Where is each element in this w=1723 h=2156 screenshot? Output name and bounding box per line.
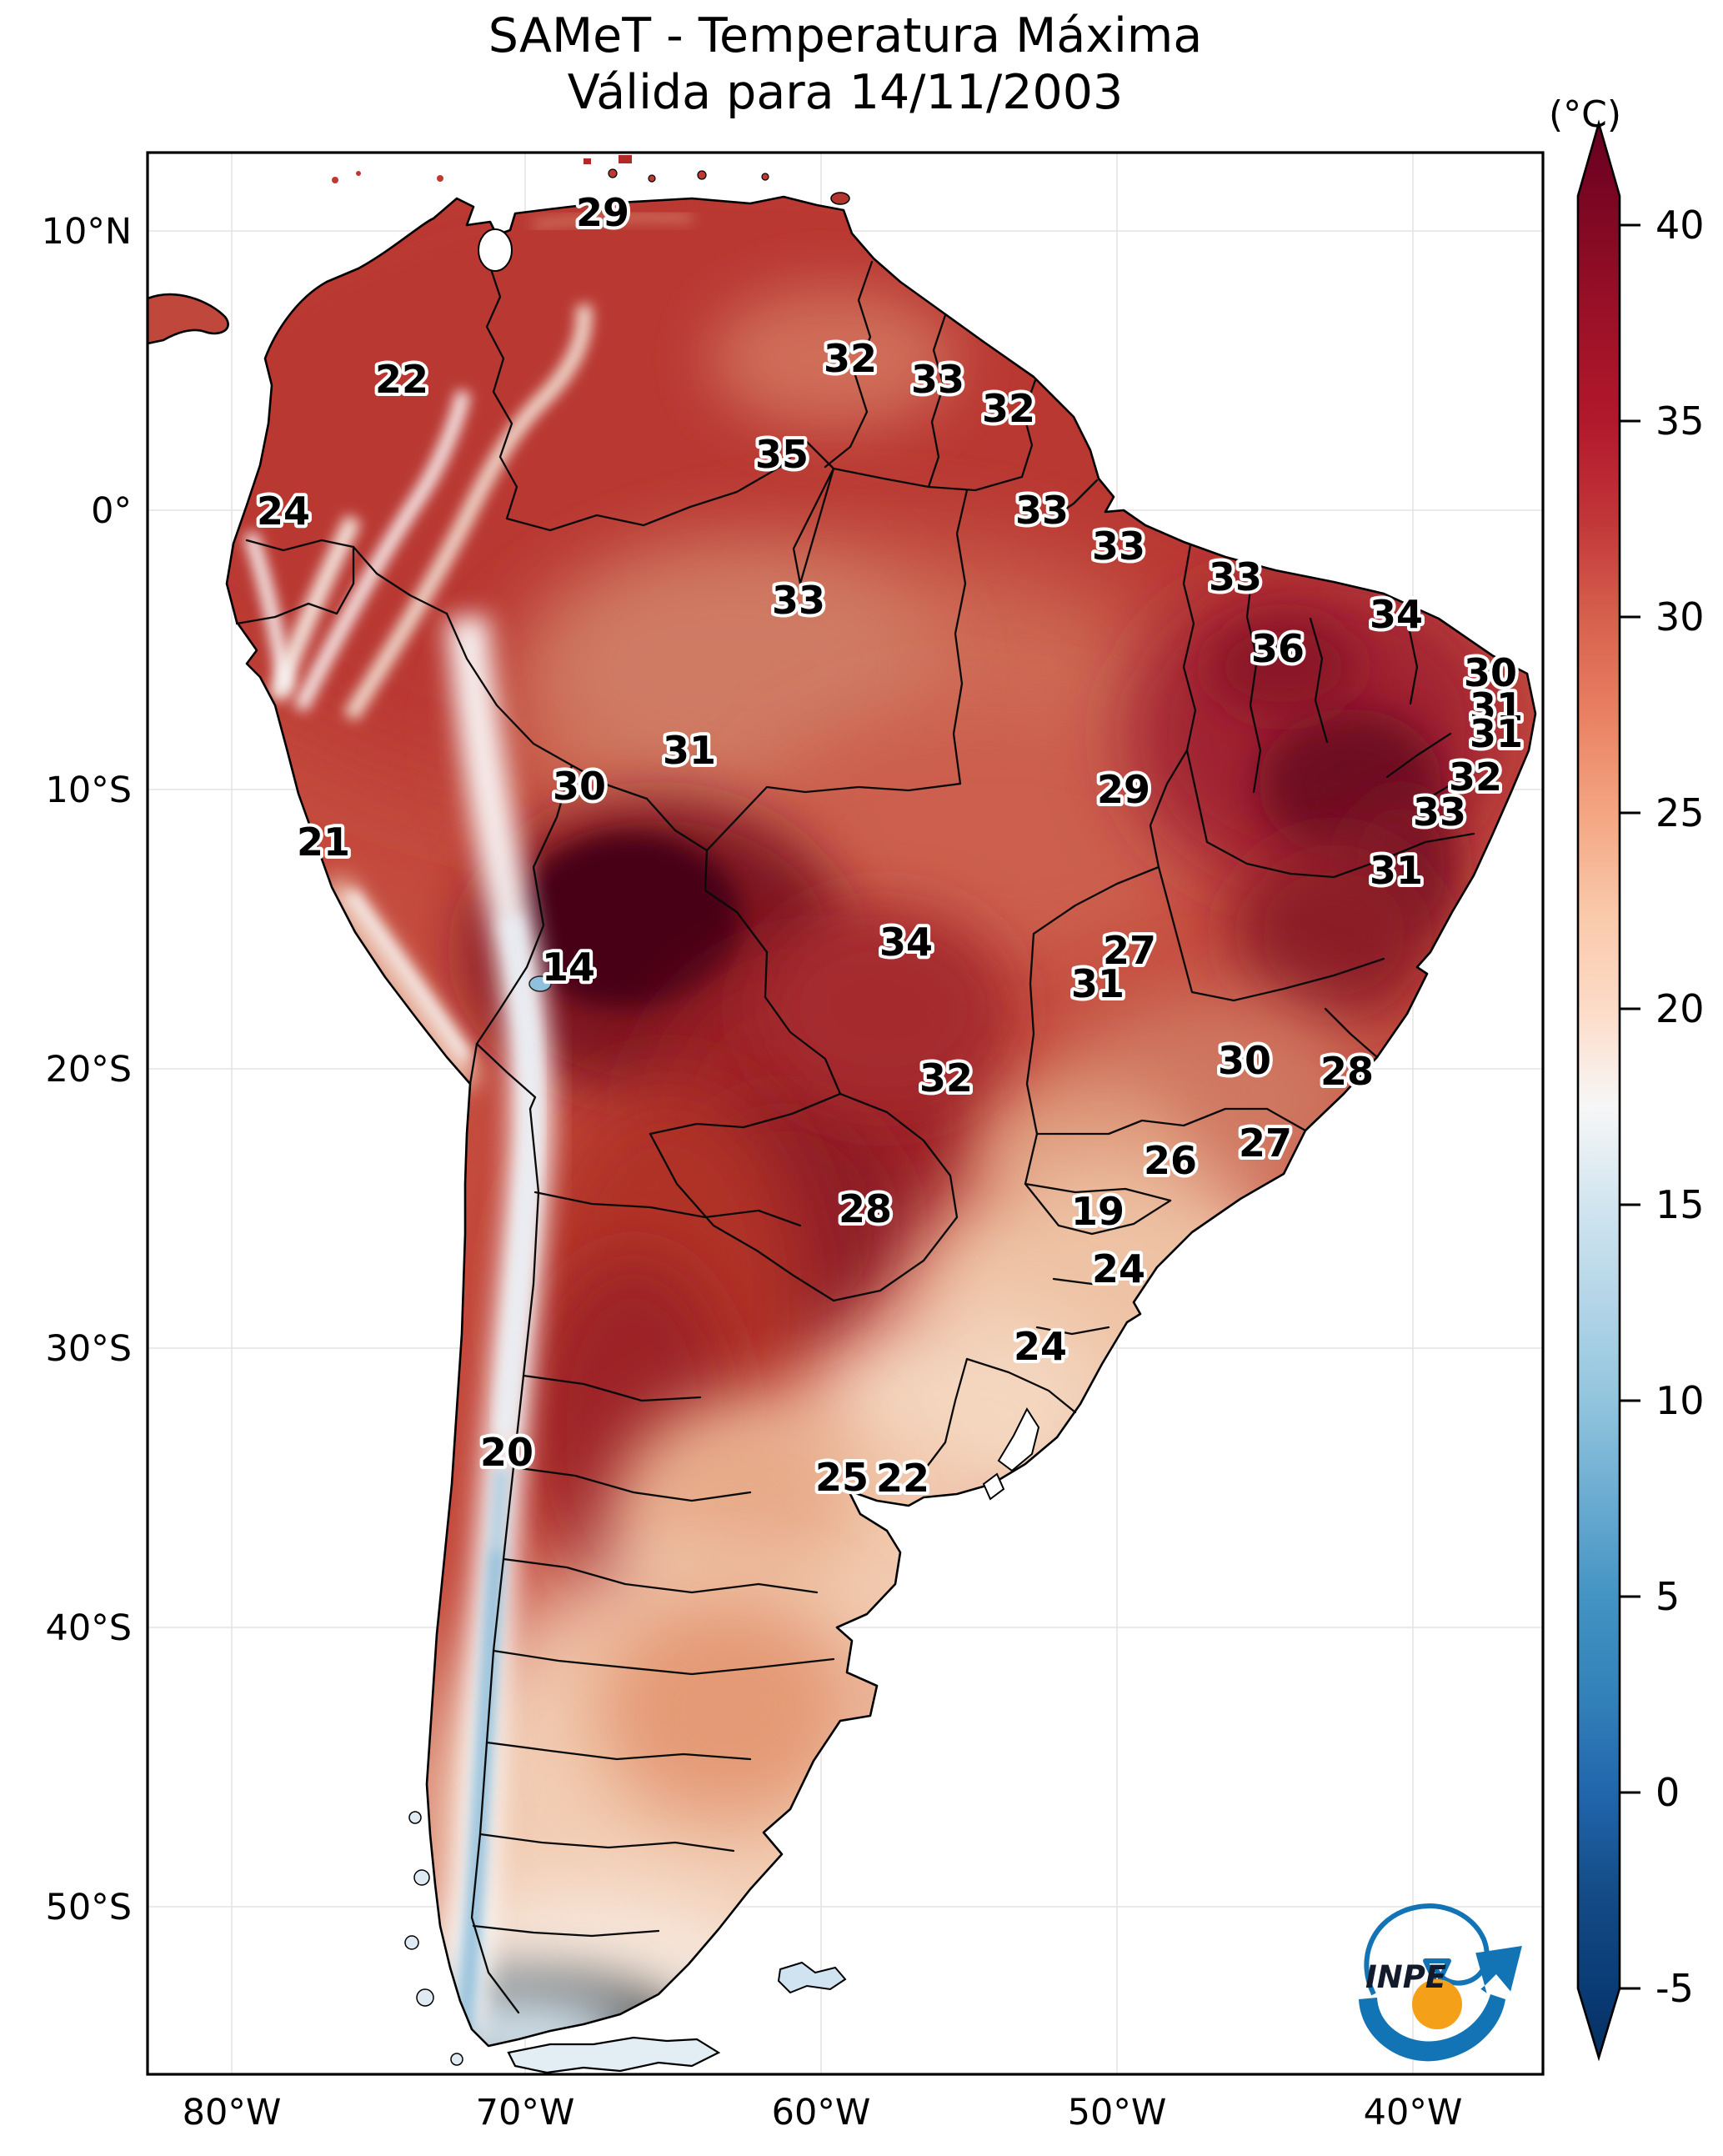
temperature-label: 33	[1092, 524, 1145, 569]
colorbar-tick-label: 20	[1655, 986, 1705, 1031]
temperature-label: 31	[1071, 961, 1124, 1006]
lat-tick-label: 30°S	[45, 1328, 132, 1370]
lon-tick-label: 80°W	[183, 2092, 282, 2133]
lat-tick-label: 50°S	[45, 1887, 132, 1928]
temperature-label: 27	[1103, 928, 1156, 973]
temperature-label: 25	[815, 1455, 869, 1500]
temperature-label: 30	[1218, 1038, 1271, 1083]
colorbar-tick-label: 0	[1655, 1770, 1680, 1815]
inpe-orbit-icon	[1364, 1903, 1490, 1996]
temperature-label: 31	[1470, 684, 1523, 730]
inpe-swoosh-arrowhead-icon	[1475, 1946, 1522, 1993]
temperature-label: 29	[1097, 767, 1150, 812]
map-frame	[146, 151, 1545, 2076]
temperature-label: 33	[911, 357, 964, 402]
figure-title-line2: Válida para 14/11/2003	[568, 65, 1124, 120]
temperature-label: 30	[1464, 650, 1517, 695]
colorbar-tick-label: 30	[1655, 594, 1705, 639]
temperature-label: 31	[1370, 848, 1423, 893]
lagoa-mirim	[982, 1472, 1005, 1501]
colorbar-tick-label: -5	[1655, 1966, 1694, 2011]
lon-tick-label: 50°W	[1068, 2092, 1167, 2133]
temperature-label: 24	[257, 489, 310, 534]
inpe-orange-dot-icon	[1412, 1979, 1462, 2029]
temperature-label: 26	[1144, 1138, 1197, 1183]
temperature-label: 14	[542, 945, 595, 990]
lat-tick-label: 0°	[91, 490, 132, 532]
temperature-label: 28	[1320, 1049, 1374, 1094]
colorbar-tick-label: 5	[1655, 1574, 1680, 1619]
temperature-label: 28	[839, 1186, 892, 1231]
temperature-label: 31	[663, 728, 716, 773]
temperature-label: 32	[919, 1055, 973, 1101]
falkland-islands	[777, 1961, 847, 1994]
lakes	[478, 228, 1040, 1501]
temperature-label: 35	[755, 432, 809, 477]
inpe-orbit-arrowhead-icon	[1423, 1958, 1451, 1988]
temperature-label: 34	[1370, 592, 1423, 637]
temperature-label: 19	[1071, 1189, 1124, 1234]
temperature-label: 32	[824, 336, 877, 381]
colorbar-ticks: 40 35 30 25 20 15 10 5 0 -5	[1620, 203, 1705, 2011]
lagoa-dos-patos	[997, 1406, 1040, 1472]
lat-tick-label: 10°S	[45, 770, 132, 811]
islands	[332, 155, 850, 2074]
lake-maracaibo	[478, 228, 513, 272]
figure-title-line1: SAMeT - Temperatura Máxima	[488, 8, 1203, 63]
temperature-label: 34	[879, 920, 933, 965]
temperature-label: 24	[1092, 1246, 1145, 1291]
inpe-logo-text: INPE	[1365, 1959, 1446, 1995]
lat-tick-label: 10°N	[42, 211, 132, 253]
temperature-label: 20	[480, 1430, 533, 1475]
temperature-label: 31	[1470, 711, 1523, 756]
tierra-del-fuego	[507, 2036, 721, 2074]
temperature-label: 33	[1413, 790, 1466, 835]
temperature-label: 21	[297, 820, 350, 865]
temperature-label: 33	[1209, 554, 1262, 599]
temperature-label: 22	[375, 357, 428, 402]
temperature-label: 24	[1014, 1324, 1067, 1369]
temperature-label: 32	[982, 386, 1035, 431]
temperature-label: 36	[1251, 626, 1305, 671]
temperature-label: 32	[1449, 755, 1502, 800]
lon-tick-label: 70°W	[476, 2092, 575, 2133]
temperature-label: 27	[1239, 1121, 1292, 1166]
inpe-logo: INPE	[1359, 1903, 1522, 2062]
temperature-label: 22	[876, 1456, 929, 1501]
temperature-label: 33	[1015, 488, 1069, 533]
coastline	[146, 195, 1537, 2048]
temperature-label: 29	[576, 190, 629, 235]
colorbar-tick-label: 10	[1655, 1378, 1705, 1423]
latitude-axis: 10°N 0° 10°S 20°S 30°S 40°S 50°S	[42, 211, 132, 1928]
temperature-label: 30	[553, 764, 606, 809]
colorbar-tick-label: 35	[1655, 399, 1705, 444]
longitude-axis: 80°W 70°W 60°W 50°W 40°W	[183, 2092, 1463, 2133]
country-state-borders	[235, 233, 1475, 2014]
colorbar-bar	[1576, 119, 1621, 2062]
colorbar-unit-label: (°C)	[1549, 93, 1621, 136]
lon-tick-label: 40°W	[1364, 2092, 1463, 2133]
lat-tick-label: 20°S	[45, 1049, 132, 1091]
colorbar-tick-label: 15	[1655, 1182, 1705, 1227]
temperature-label: 33	[772, 578, 825, 623]
lat-tick-label: 40°S	[45, 1607, 132, 1649]
lake-titicaca	[528, 975, 552, 992]
colorbar-tick-label: 40	[1655, 203, 1705, 248]
inpe-swoosh-arrow-icon	[1359, 1994, 1505, 2062]
colorbar: (°C) 40 35 30 25 20 15 10 5 0 -5	[1549, 93, 1705, 2062]
colorbar-tick-label: 25	[1655, 790, 1705, 835]
lon-tick-label: 60°W	[772, 2092, 871, 2133]
